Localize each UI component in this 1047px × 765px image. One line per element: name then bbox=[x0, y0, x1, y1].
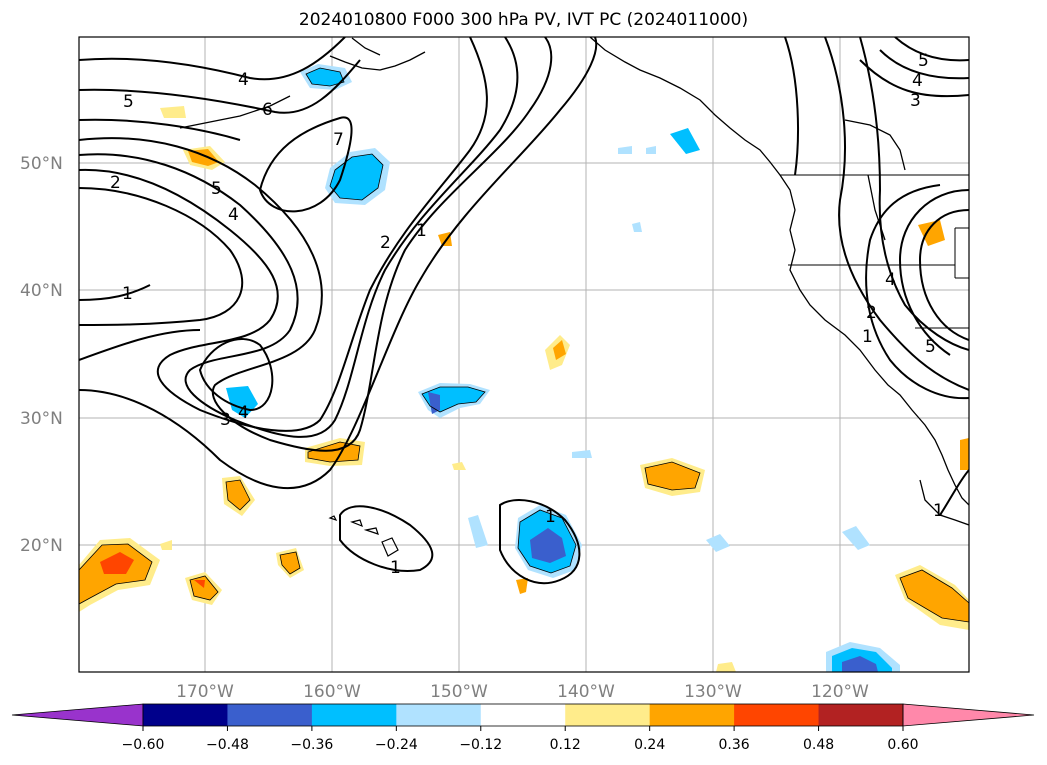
colorbar-swatch bbox=[565, 704, 651, 726]
colorbar-swatch bbox=[396, 704, 482, 726]
positive-anomaly bbox=[716, 662, 736, 672]
lat-label: 30°N bbox=[20, 409, 63, 429]
contour-label: 4 bbox=[912, 71, 923, 91]
contour-label: 7 bbox=[333, 130, 344, 150]
colorbar-extend-min bbox=[11, 703, 144, 727]
colorbar-swatch bbox=[734, 704, 820, 726]
colorbar-tick-label: −0.24 bbox=[375, 737, 418, 753]
lat-label: 50°N bbox=[20, 154, 63, 174]
map-title: 2024010800 F000 300 hPa PV, IVT PC (2024… bbox=[298, 10, 749, 30]
contour-label: 1 bbox=[933, 501, 944, 521]
contour-label: 1 bbox=[416, 221, 427, 241]
contour-label: 1 bbox=[390, 558, 401, 578]
contour-labels: 4 5 6 7 2 5 4 2 1 1 3 4 1 1 5 4 3 4 2 1 … bbox=[110, 51, 944, 578]
map-plot: 4 5 6 7 2 5 4 2 1 1 3 4 1 1 5 4 3 4 2 1 … bbox=[79, 37, 969, 672]
colorbar-frame bbox=[142, 703, 904, 727]
pv-contours bbox=[79, 37, 969, 585]
colorbar-swatch bbox=[480, 704, 566, 726]
contour-label: 1 bbox=[862, 327, 873, 347]
colorbar-extend-max bbox=[902, 703, 1035, 727]
positive-anomaly bbox=[280, 552, 300, 574]
positive-anomaly bbox=[900, 570, 969, 622]
negative-anomaly bbox=[306, 68, 344, 86]
negative-anomaly bbox=[842, 656, 878, 672]
positive-anomaly bbox=[553, 340, 566, 360]
colorbar-swatch bbox=[818, 704, 904, 726]
positive-anomaly bbox=[918, 220, 945, 246]
colorbar-tick-label: 0.12 bbox=[550, 737, 581, 753]
ivt-shading bbox=[79, 64, 969, 672]
positive-anomaly bbox=[160, 540, 172, 550]
negative-anomaly bbox=[468, 515, 488, 548]
latitude-labels: 50°N 40°N 30°N 20°N bbox=[20, 154, 63, 556]
colorbar-tick-label: −0.12 bbox=[459, 737, 502, 753]
shading-outlines bbox=[79, 67, 969, 623]
map-frame bbox=[78, 36, 970, 673]
negative-anomaly bbox=[670, 128, 700, 154]
lat-label: 20°N bbox=[20, 536, 63, 556]
negative-anomaly bbox=[330, 154, 383, 200]
colorbar-swatch bbox=[649, 704, 735, 726]
contour-label: 6 bbox=[262, 100, 273, 120]
lon-label: 170°W bbox=[176, 682, 234, 702]
contour-label: 4 bbox=[238, 403, 249, 423]
positive-anomaly bbox=[960, 438, 969, 470]
negative-anomaly bbox=[842, 526, 870, 550]
colorbar-tick-label: −0.60 bbox=[122, 737, 165, 753]
positive-anomaly bbox=[452, 462, 466, 470]
contour-label: 1 bbox=[545, 507, 556, 527]
contour-label: 4 bbox=[238, 70, 249, 90]
contour-label: 5 bbox=[925, 337, 936, 357]
colorbar-tick-label: 0.48 bbox=[803, 737, 834, 753]
lon-label: 160°W bbox=[303, 682, 361, 702]
negative-anomaly bbox=[428, 392, 440, 414]
negative-anomaly bbox=[646, 146, 656, 154]
colorbar-swatch bbox=[311, 704, 397, 726]
contour-label: 5 bbox=[123, 92, 134, 112]
lon-label: 120°W bbox=[811, 682, 869, 702]
contour-label: 2 bbox=[380, 233, 391, 253]
lon-label: 150°W bbox=[430, 682, 488, 702]
longitude-labels: 170°W 160°W 150°W 140°W 130°W 120°W bbox=[176, 682, 869, 702]
contour-label: 5 bbox=[211, 179, 222, 199]
positive-anomaly bbox=[100, 552, 134, 574]
hawaii-islands bbox=[328, 515, 399, 557]
colorbar-tick-label: −0.48 bbox=[206, 737, 249, 753]
contour-label: 2 bbox=[866, 303, 877, 323]
colorbar-tick-label: 0.24 bbox=[634, 737, 665, 753]
contour-label: 4 bbox=[885, 270, 896, 290]
negative-anomaly bbox=[632, 222, 642, 232]
negative-anomaly bbox=[618, 146, 632, 154]
positive-anomaly bbox=[516, 578, 528, 594]
colorbar-swatch bbox=[227, 704, 313, 726]
negative-anomaly bbox=[530, 528, 566, 563]
contour-label: 5 bbox=[918, 51, 929, 71]
positive-anomaly bbox=[160, 106, 186, 118]
colorbar-tick-label: 0.36 bbox=[719, 737, 750, 753]
colorbar: −0.60 −0.48 −0.36 −0.24 −0.12 0.12 0.24 0.36 0.4… bbox=[11, 703, 1035, 753]
lon-label: 140°W bbox=[557, 682, 615, 702]
contour-label: 3 bbox=[220, 410, 231, 430]
negative-anomaly bbox=[706, 534, 730, 552]
positive-anomaly bbox=[194, 580, 205, 588]
positive-anomaly bbox=[645, 462, 700, 490]
lat-label: 40°N bbox=[20, 281, 63, 301]
contour-label: 1 bbox=[122, 284, 133, 304]
contour-label: 3 bbox=[910, 91, 921, 111]
colorbar-tick-label: 0.60 bbox=[887, 737, 918, 753]
borders bbox=[780, 174, 969, 329]
positive-anomaly bbox=[226, 480, 250, 510]
lon-label: 130°W bbox=[684, 682, 742, 702]
colorbar-swatch bbox=[143, 704, 228, 726]
colorbar-tick-label: −0.36 bbox=[290, 737, 333, 753]
graticule bbox=[79, 37, 969, 672]
negative-anomaly bbox=[572, 450, 592, 458]
contour-label: 4 bbox=[228, 205, 239, 225]
contour-label: 2 bbox=[110, 173, 121, 193]
